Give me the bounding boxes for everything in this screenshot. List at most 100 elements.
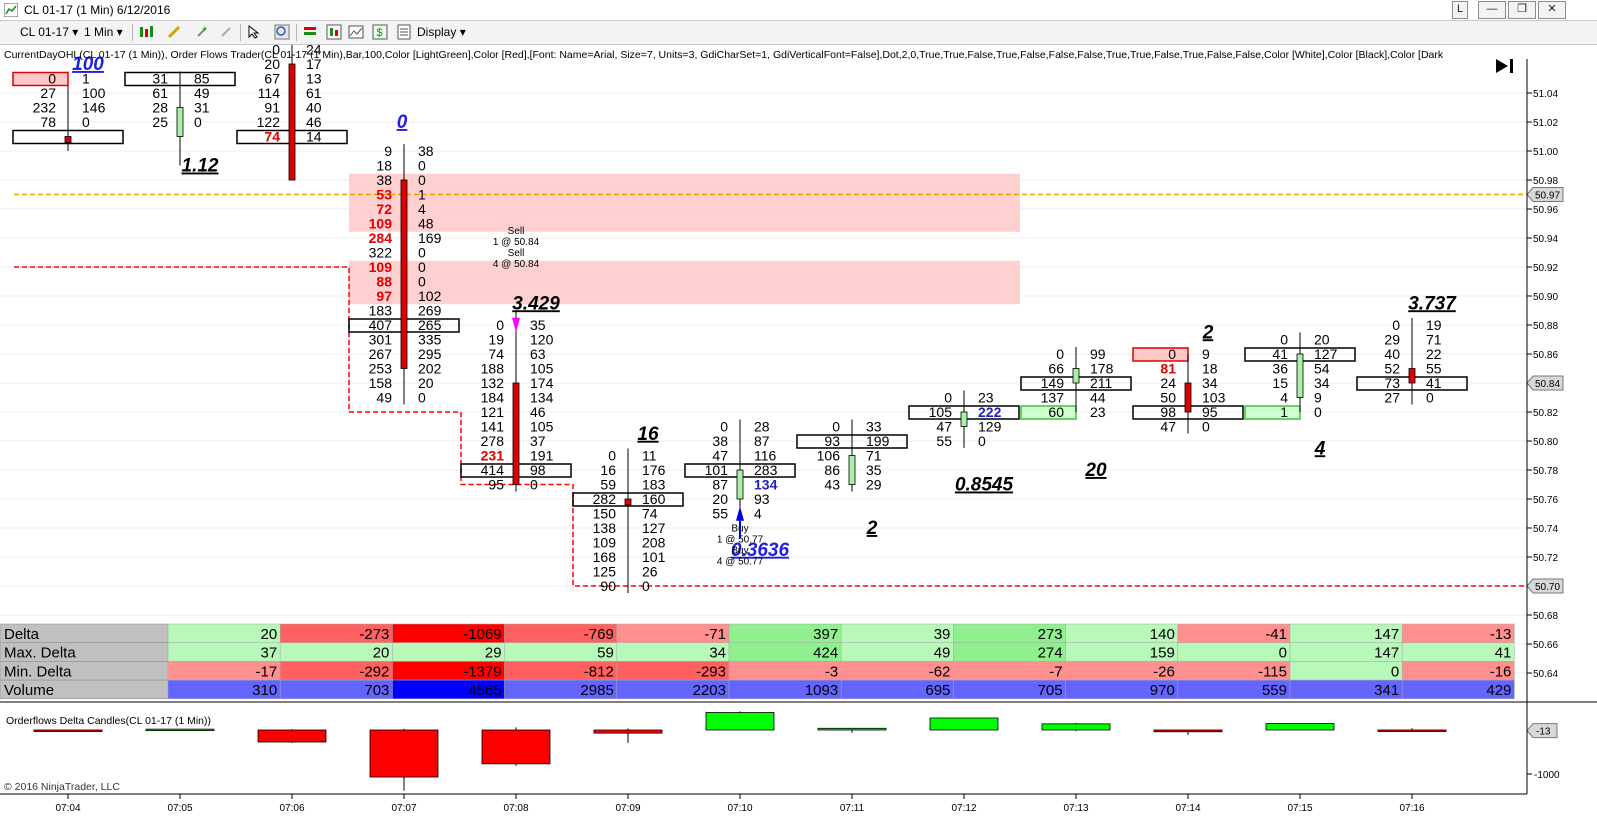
ask-volume: 103 (1202, 390, 1226, 406)
bid-volume: 322 (369, 245, 393, 261)
bid-volume: 150 (593, 506, 617, 522)
ask-volume: 202 (418, 361, 442, 377)
imbalance-ratio-label: 100 (72, 54, 104, 75)
ask-volume: 176 (642, 462, 666, 478)
cash-dollar-icon[interactable]: $ (372, 24, 388, 40)
svg-text:+: + (202, 24, 207, 34)
imbalance-highlight-box (1244, 405, 1301, 420)
ask-volume: 211 (1090, 375, 1113, 391)
candle-body (960, 411, 968, 427)
close-button[interactable]: ✕ (1538, 1, 1566, 19)
time-tick-label: 07:10 (727, 803, 752, 814)
bid-volume: 93 (824, 433, 840, 449)
scroll-end-icon[interactable] (1496, 59, 1508, 73)
ask-volume: 0 (418, 390, 426, 406)
ask-volume: 222 (978, 404, 1002, 420)
data-box-icon[interactable] (302, 24, 318, 40)
ninjatrader-app-icon (4, 3, 18, 17)
ask-volume: 295 (418, 346, 442, 362)
strategy-icon[interactable] (218, 24, 234, 40)
trade-execution-label: 1 @ 50.84 (493, 237, 540, 248)
bid-volume: 25 (152, 114, 168, 130)
ask-volume: 0 (82, 114, 90, 130)
bid-volume: 19 (488, 332, 504, 348)
bid-volume: 86 (824, 462, 840, 478)
ask-volume: 0 (194, 114, 202, 130)
chart-trader-icon[interactable] (326, 24, 342, 40)
zoom-icon[interactable] (274, 24, 290, 40)
ask-volume: 0 (530, 477, 538, 493)
bid-volume: 88 (376, 274, 392, 290)
bid-volume: 267 (369, 346, 393, 362)
stats-value: 49 (934, 645, 951, 662)
price-panel-bg (0, 59, 1527, 625)
time-tick-label: 07:11 (840, 803, 865, 814)
bid-volume: 61 (152, 85, 168, 101)
stats-value: -1069 (463, 626, 501, 643)
instrument-selector[interactable]: CL 01-17 ▾ (20, 25, 79, 39)
imbalance-ratio-label: 3.737 (1408, 293, 1457, 314)
stats-value: -769 (584, 626, 614, 643)
stats-value: 147 (1374, 626, 1399, 643)
delta-candle-body (369, 729, 439, 778)
chart-image-icon[interactable] (348, 24, 364, 40)
cursor-pointer-icon[interactable] (246, 24, 262, 40)
interval-selector[interactable]: 1 Min ▾ (84, 25, 123, 39)
delta-marker-tag (1526, 723, 1558, 739)
ask-volume: 49 (194, 85, 210, 101)
price-marker-label: 50.70 (1535, 582, 1560, 593)
imbalance-ratio-label: 0 (397, 112, 408, 133)
stats-row-label: Delta (4, 626, 40, 643)
bid-volume: 184 (481, 390, 505, 406)
stats-value: 0 (1279, 645, 1287, 662)
bid-volume: 9 (384, 143, 392, 159)
stats-value: -71 (704, 626, 726, 643)
stats-value: -812 (584, 663, 614, 680)
ask-volume: 134 (530, 390, 554, 406)
time-tick-label: 07:05 (167, 803, 192, 814)
display-menu[interactable]: Display ▾ (417, 25, 466, 39)
imbalance-ratio-label: 0.3636 (731, 540, 790, 561)
ask-volume: 127 (642, 520, 666, 536)
link-button[interactable]: L (1452, 1, 1468, 19)
delta-candle-body (705, 712, 775, 731)
copyright-text: © 2016 NinjaTrader, LLC (4, 781, 120, 793)
stats-value: 397 (813, 626, 838, 643)
bid-volume: 74 (488, 346, 504, 362)
restore-button[interactable]: ❐ (1508, 1, 1536, 19)
bid-volume: 158 (369, 375, 393, 391)
bid-volume: 38 (712, 433, 728, 449)
price-tick-label: 50.94 (1533, 234, 1558, 245)
bid-volume: 27 (40, 85, 56, 101)
bar-type-icon[interactable] (138, 24, 154, 40)
stats-value: 2203 (693, 682, 726, 699)
drawing-pencil-icon[interactable] (166, 24, 182, 40)
delta-candle-body (929, 717, 999, 731)
imbalance-ratio-label: 16 (637, 424, 659, 445)
price-tick-label: 50.72 (1533, 553, 1558, 564)
ask-volume: 95 (1202, 404, 1218, 420)
bid-volume: 105 (929, 404, 953, 420)
stats-value: -3 (825, 663, 838, 680)
candle-body (288, 63, 296, 181)
stats-value: 429 (1486, 682, 1511, 699)
price-tick-label: 50.82 (1533, 408, 1558, 419)
minimize-button[interactable]: — (1478, 1, 1506, 19)
ask-volume: 63 (530, 346, 546, 362)
bid-volume: 0 (608, 448, 616, 464)
stats-value: 37 (261, 645, 278, 662)
stats-value: 59 (597, 645, 614, 662)
stats-value: -293 (696, 663, 726, 680)
chart-canvas[interactable]: 51.04 51.02 51.00 50.98 50.96 50.94 50.92 50.90… (0, 45, 1597, 835)
bid-volume: 20 (712, 491, 728, 507)
properties-page-icon[interactable] (396, 24, 412, 40)
price-tick-label: 51.02 (1533, 118, 1558, 129)
time-tick-label: 07:15 (1287, 803, 1312, 814)
scroll-end-bar[interactable] (1510, 59, 1513, 73)
trade-execution-label: Sell (508, 226, 525, 237)
bid-volume: 301 (369, 332, 393, 348)
add-indicator-icon[interactable]: + (194, 24, 210, 40)
ask-volume: 38 (418, 143, 434, 159)
price-marker-tag (1526, 187, 1564, 202)
bid-volume: 0 (272, 45, 280, 58)
